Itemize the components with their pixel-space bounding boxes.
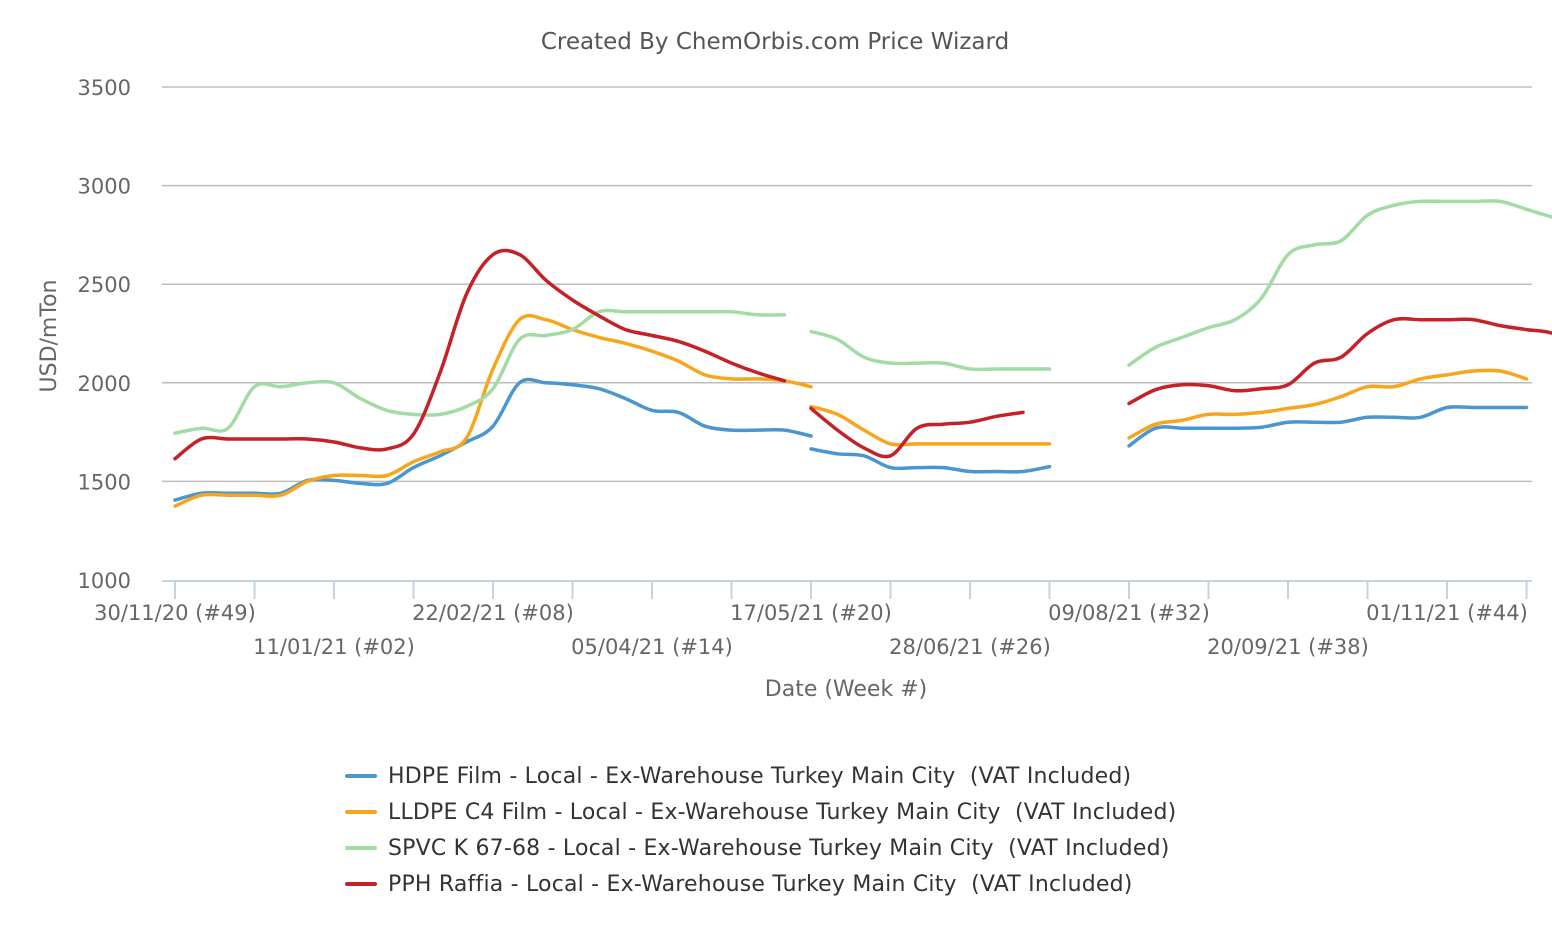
x-axis-title: Date (Week #) [765,677,927,702]
legend-swatch-hdpe [345,774,377,778]
y-tick-label-1500: 1500 [78,470,131,494]
y-tick-label-2000: 2000 [78,372,131,396]
series-line-lldpe-2[interactable] [1127,368,1529,440]
series-line-spvc-0[interactable] [173,308,787,435]
x-tick-label-2: 22/02/21 (#08) [412,601,574,625]
y-tick-label-3500: 3500 [78,76,131,100]
x-tick-label-1: 11/01/21 (#02) [253,635,415,659]
legend-label-hdpe: HDPE Film - Local - Ex-Warehouse Turkey … [388,763,1132,789]
x-axis: 30/11/20 (#49) 11/01/21 (#02) 22/02/21 (#0… [94,580,1532,659]
x-tick-label-4: 17/05/21 (#20) [730,601,892,625]
legend-item-pph[interactable]: PPH Raffia - Local - Ex-Warehouse Turkey… [345,866,1176,902]
series-line-pph-0[interactable] [173,248,787,461]
series-line-hdpe-2[interactable] [1127,405,1529,448]
legend: HDPE Film - Local - Ex-Warehouse Turkey … [345,758,1176,902]
chart-title: Created By ChemOrbis.com Price Wizard [541,29,1009,55]
series-line-hdpe-1[interactable] [809,447,1052,474]
x-tick-label-0: 30/11/20 (#49) [94,601,256,625]
x-tick-label-3: 05/04/21 (#14) [571,635,733,659]
legend-item-lldpe[interactable]: LLDPE C4 Film - Local - Ex-Warehouse Tur… [345,794,1176,830]
y-tick-labels: 1000 1500 2000 2500 3000 3500 [78,76,131,593]
x-tick-label-5: 28/06/21 (#26) [889,635,1051,659]
legend-label-spvc: SPVC K 67-68 - Local - Ex-Warehouse Turk… [388,835,1170,861]
y-tick-label-2500: 2500 [78,273,131,297]
legend-label-pph: PPH Raffia - Local - Ex-Warehouse Turkey… [388,871,1133,897]
y-tick-label-3000: 3000 [78,175,131,199]
series-line-pph-1[interactable] [809,406,1025,459]
series-lines [173,199,1552,508]
x-tick-label-7: 20/09/21 (#38) [1207,635,1369,659]
x-tick-label-8: 01/11/21 (#44) [1366,601,1528,625]
x-tick-label-6: 09/08/21 (#32) [1048,601,1210,625]
legend-label-lldpe: LLDPE C4 Film - Local - Ex-Warehouse Tur… [388,799,1177,825]
series-line-spvc-2[interactable] [1127,199,1552,367]
series-line-lldpe-1[interactable] [809,404,1052,447]
legend-swatch-pph [345,882,377,886]
legend-swatch-lldpe [345,810,377,814]
legend-item-hdpe[interactable]: HDPE Film - Local - Ex-Warehouse Turkey … [345,758,1176,794]
series-line-hdpe-0[interactable] [173,377,813,502]
y-tick-label-1000: 1000 [78,569,131,593]
legend-item-spvc[interactable]: SPVC K 67-68 - Local - Ex-Warehouse Turk… [345,830,1176,866]
series-line-pph-2[interactable] [1127,316,1552,406]
series-line-lldpe-0[interactable] [173,313,813,508]
series-line-spvc-1[interactable] [809,329,1052,372]
legend-swatch-spvc [345,846,377,850]
y-axis-title: USD/mTon [37,280,62,393]
